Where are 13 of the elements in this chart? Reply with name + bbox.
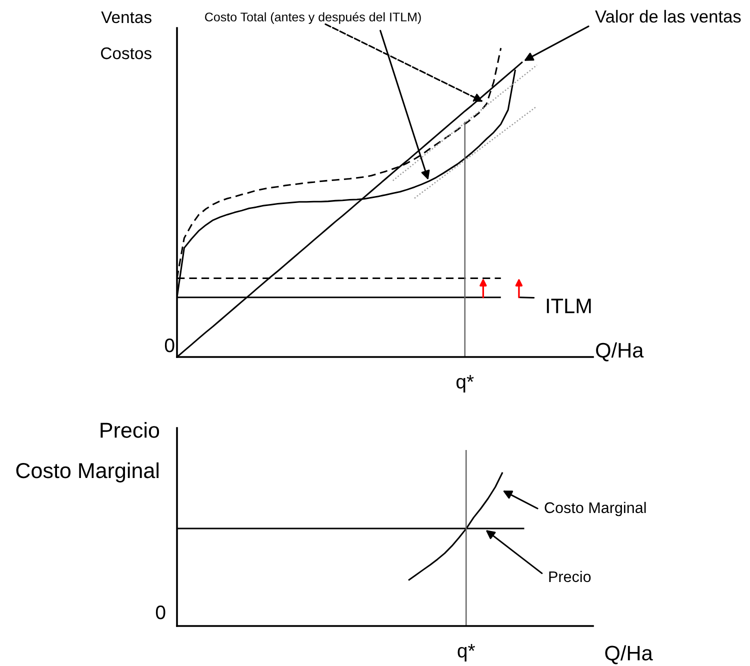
x-axis-title: Q/Ha — [596, 342, 644, 362]
text: 0 — [156, 605, 166, 620]
y-axis-title: Precio Costo Marginal — [16, 422, 160, 482]
x-axis-title: Q/Ha — [605, 645, 653, 664]
text: Ventas Costos — [101, 12, 152, 60]
text: Costo Marginal — [544, 502, 646, 516]
annotation: 0 — [164, 338, 174, 352]
text: Valor de las ventas — [595, 10, 741, 23]
text: ITLM — [546, 298, 591, 314]
text: q* — [458, 644, 476, 662]
text: q* — [456, 375, 474, 392]
text: Costo Total (antes y después del ITLM) — [205, 12, 421, 24]
text: Precio — [549, 570, 591, 582]
